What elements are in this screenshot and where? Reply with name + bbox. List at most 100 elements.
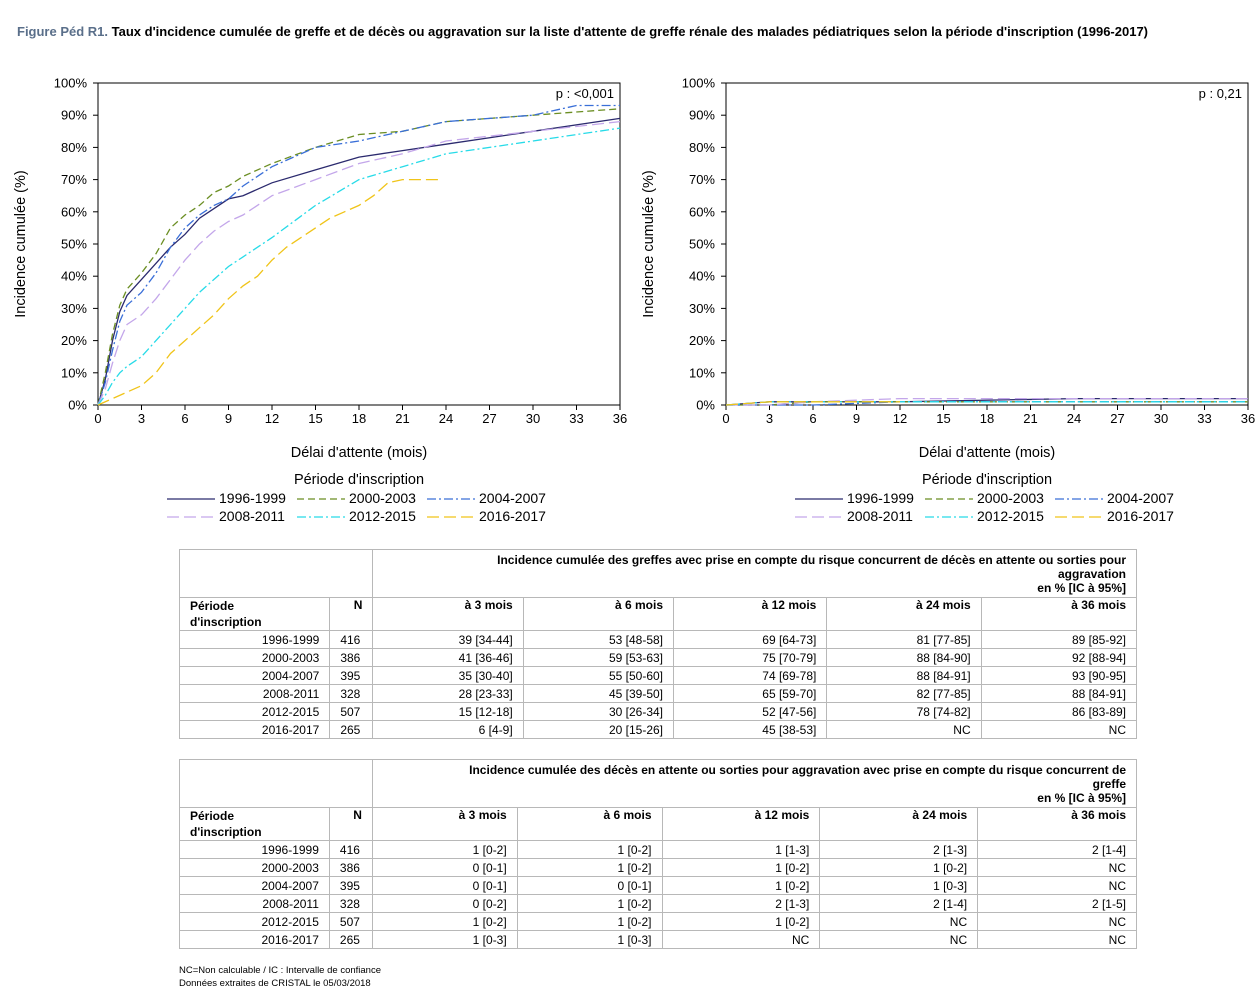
y-axis-title: Incidence cumulée (%) (641, 170, 657, 318)
table-greffe: Incidence cumulée des greffes avec prise… (178, 549, 1138, 739)
x-tick-label: 15 (308, 411, 322, 426)
plot-frame (725, 82, 1249, 406)
row-value: 0 [0-1] (371, 858, 518, 877)
row-value: 1 [0-2] (661, 858, 821, 877)
row-n: 386 (328, 858, 373, 877)
col-header-period-line: Période (190, 599, 235, 613)
row-period: 2008-2011 (178, 684, 331, 703)
table-deces: Incidence cumulée des décès en attente o… (179, 759, 1138, 949)
x-axis-title: Délai d'attente (mois) (919, 445, 1056, 461)
row-n: 328 (328, 894, 373, 913)
row-value: 1 [0-2] (371, 840, 518, 859)
x-tick-label: 3 (138, 411, 145, 426)
series-line-2016-2017 (97, 178, 439, 406)
y-tick-label: 0% (696, 398, 715, 413)
x-tick-label: 18 (980, 411, 994, 426)
row-value: 6 [4-9] (372, 720, 524, 739)
row-value: 2 [1-4] (819, 894, 979, 913)
row-value: 69 [64-73] (673, 630, 828, 649)
series-line-2008-2011 (97, 120, 621, 406)
table-corner (178, 549, 374, 598)
row-n: 265 (329, 720, 374, 739)
col-header-period-line: d'inscription (190, 615, 262, 629)
col-header: à 3 mois (371, 807, 518, 841)
legend-title: Période d'inscription (294, 472, 424, 488)
row-value: 45 [39-50] (522, 684, 675, 703)
y-tick-label: 60% (61, 204, 87, 219)
col-header-period-line: Période (190, 809, 235, 823)
row-n: 386 (329, 648, 374, 667)
x-tick-label: 30 (526, 411, 540, 426)
plot-frame (97, 82, 621, 406)
row-value: 86 [83-89] (980, 702, 1138, 721)
table-row: 2008-2011 328 0 [0-2] 1 [0-2] 2 [1-3] 2 [1-4]… (179, 894, 1137, 913)
row-value: 88 [84-90] (826, 648, 982, 667)
x-tick-label: 0 (94, 411, 101, 426)
x-tick-label: 12 (265, 411, 279, 426)
row-value: 39 [34-44] (372, 630, 524, 649)
row-period: 2012-2015 (178, 702, 331, 721)
chart-greffe: 0%10%20%30%40%50%60%70%80%90%100%0 3 6 9 12 1… (13, 76, 627, 525)
row-n: 416 (329, 630, 374, 649)
y-tick-label: 0% (68, 398, 87, 413)
row-value: NC (977, 912, 1137, 931)
row-period: 2012-2015 (179, 912, 330, 931)
x-tick-label: 9 (853, 411, 860, 426)
caption-line: greffe (1092, 777, 1126, 791)
row-value: 0 [0-1] (371, 876, 518, 895)
row-value: 2 [1-4] (977, 840, 1137, 859)
legend-label: 2008-2011 (219, 508, 285, 524)
y-tick-label: 50% (61, 237, 87, 252)
table-row: 2012-2015 507 15 [12-18] 30 [26-34] 52 [47-5… (178, 702, 1138, 721)
y-axis-title: Incidence cumulée (%) (13, 170, 29, 318)
row-value: 81 [77-85] (826, 630, 982, 649)
x-tick-label: 24 (439, 411, 453, 426)
table-caption: Incidence cumulée des greffes avec prise… (372, 549, 1137, 598)
table-caption: Incidence cumulée des décès en attente o… (371, 759, 1138, 808)
row-period: 2004-2007 (178, 666, 331, 685)
x-tick-label: 24 (1067, 411, 1081, 426)
row-value: NC (977, 858, 1137, 877)
row-value: 1 [0-2] (371, 912, 518, 931)
row-value: 1 [0-3] (516, 930, 663, 949)
y-tick-label: 90% (689, 108, 715, 123)
row-n: 507 (328, 912, 373, 931)
row-value: 30 [26-34] (522, 702, 675, 721)
y-tick-label: 90% (61, 108, 87, 123)
row-value: 1 [0-3] (819, 876, 979, 895)
x-tick-label: 36 (613, 411, 627, 426)
y-tick-label: 70% (61, 172, 87, 187)
row-value: NC (980, 720, 1138, 739)
row-period: 2000-2003 (178, 648, 331, 667)
legend-label: 1996-1999 (847, 490, 914, 506)
row-value: 2 [1-3] (661, 894, 821, 913)
row-value: 0 [0-2] (371, 894, 518, 913)
figure-title: Figure Péd R1. Taux d'incidence cumulée … (17, 24, 1148, 39)
col-header-period: Période d'inscription (178, 597, 331, 631)
table-row: 1996-1999 416 39 [34-44] 53 [48-58] 69 [64-7… (178, 630, 1138, 649)
y-tick-label: 40% (61, 269, 87, 284)
row-period: 2016-2017 (178, 720, 331, 739)
y-tick-label: 20% (61, 333, 87, 348)
row-value: 2 [1-5] (977, 894, 1137, 913)
y-tick-label: 30% (689, 301, 715, 316)
row-value: NC (826, 720, 982, 739)
y-tick-label: 30% (61, 301, 87, 316)
row-value: 15 [12-18] (372, 702, 524, 721)
p-value: p : 0,21 (1199, 86, 1242, 101)
row-value: NC (661, 930, 821, 949)
row-value: 45 [38-53] (673, 720, 828, 739)
col-header: à 36 mois (977, 807, 1137, 841)
table-row: 2012-2015 507 1 [0-2] 1 [0-2] 1 [0-2] NC NC (179, 912, 1137, 931)
caption-line: Incidence cumulée des décès en attente o… (469, 763, 1126, 777)
col-header: à 12 mois (673, 597, 828, 631)
row-value: 41 [36-46] (372, 648, 524, 667)
legend-label: 2000-2003 (977, 490, 1044, 506)
table-row: 2004-2007 395 35 [30-40] 55 [50-60] 74 [69-7… (178, 666, 1138, 685)
legend-label: 2004-2007 (479, 490, 546, 506)
row-value: 53 [48-58] (522, 630, 675, 649)
chart-deces: 0%10%20%30%40%50%60%70%80%90%100%0 3 6 9 12 1… (641, 76, 1255, 525)
row-value: 1 [0-2] (661, 912, 821, 931)
col-header: à 24 mois (826, 597, 982, 631)
x-tick-label: 21 (1023, 411, 1037, 426)
